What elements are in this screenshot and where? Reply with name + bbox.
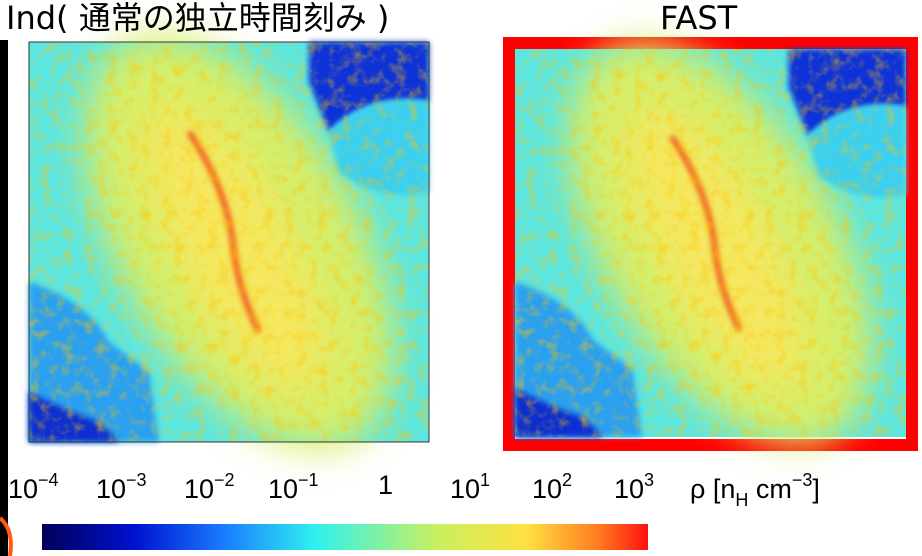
tick-exponent: −2 xyxy=(214,470,235,490)
tick-exponent: 1 xyxy=(480,470,490,490)
label-sub: H xyxy=(735,490,748,510)
colorbar-label: ρ [nH cm−3] xyxy=(690,470,820,511)
panel-title: FAST xyxy=(660,0,737,38)
tick-base: 1 xyxy=(378,470,393,500)
tick-base: 10 xyxy=(614,474,644,504)
tick-exponent: −3 xyxy=(126,470,147,490)
tick-exponent: 2 xyxy=(562,470,572,490)
colorbar-tick: 102 xyxy=(532,470,572,505)
colorbar-tick: 10−1 xyxy=(268,470,319,505)
tick-base: 10 xyxy=(532,474,562,504)
colorbar-tick: 10−4 xyxy=(8,470,59,505)
colorbar-tick: 10−2 xyxy=(184,470,235,505)
tick-base: 10 xyxy=(184,474,214,504)
colorbar-tick: 103 xyxy=(614,470,654,505)
slide: Ind( 通常の独立時間刻み ) FAST ρ [nH cm−3] (() =>… xyxy=(0,0,922,556)
tick-exponent: −1 xyxy=(298,470,319,490)
colorbar xyxy=(42,524,648,550)
tick-base: 10 xyxy=(450,474,480,504)
edge xyxy=(0,40,8,556)
label-sup: −3 xyxy=(792,470,813,490)
label-part: ] xyxy=(812,474,820,504)
density-map-ind xyxy=(20,0,458,501)
label-part: cm xyxy=(748,474,792,504)
tick-exponent: 3 xyxy=(644,470,654,490)
tick-base: 10 xyxy=(8,474,38,504)
tick-base: 10 xyxy=(268,474,298,504)
colorbar-tick: 101 xyxy=(450,470,490,505)
tick-base: 10 xyxy=(96,474,126,504)
colorbar-tick: 1 xyxy=(378,470,393,501)
panel-title: Ind( 通常の独立時間刻み ) xyxy=(6,0,389,38)
label-part: ρ [n xyxy=(690,474,735,504)
colorbar-tick: 10−3 xyxy=(96,470,147,505)
density-map-fast xyxy=(506,0,922,494)
tick-exponent: −4 xyxy=(38,470,59,490)
